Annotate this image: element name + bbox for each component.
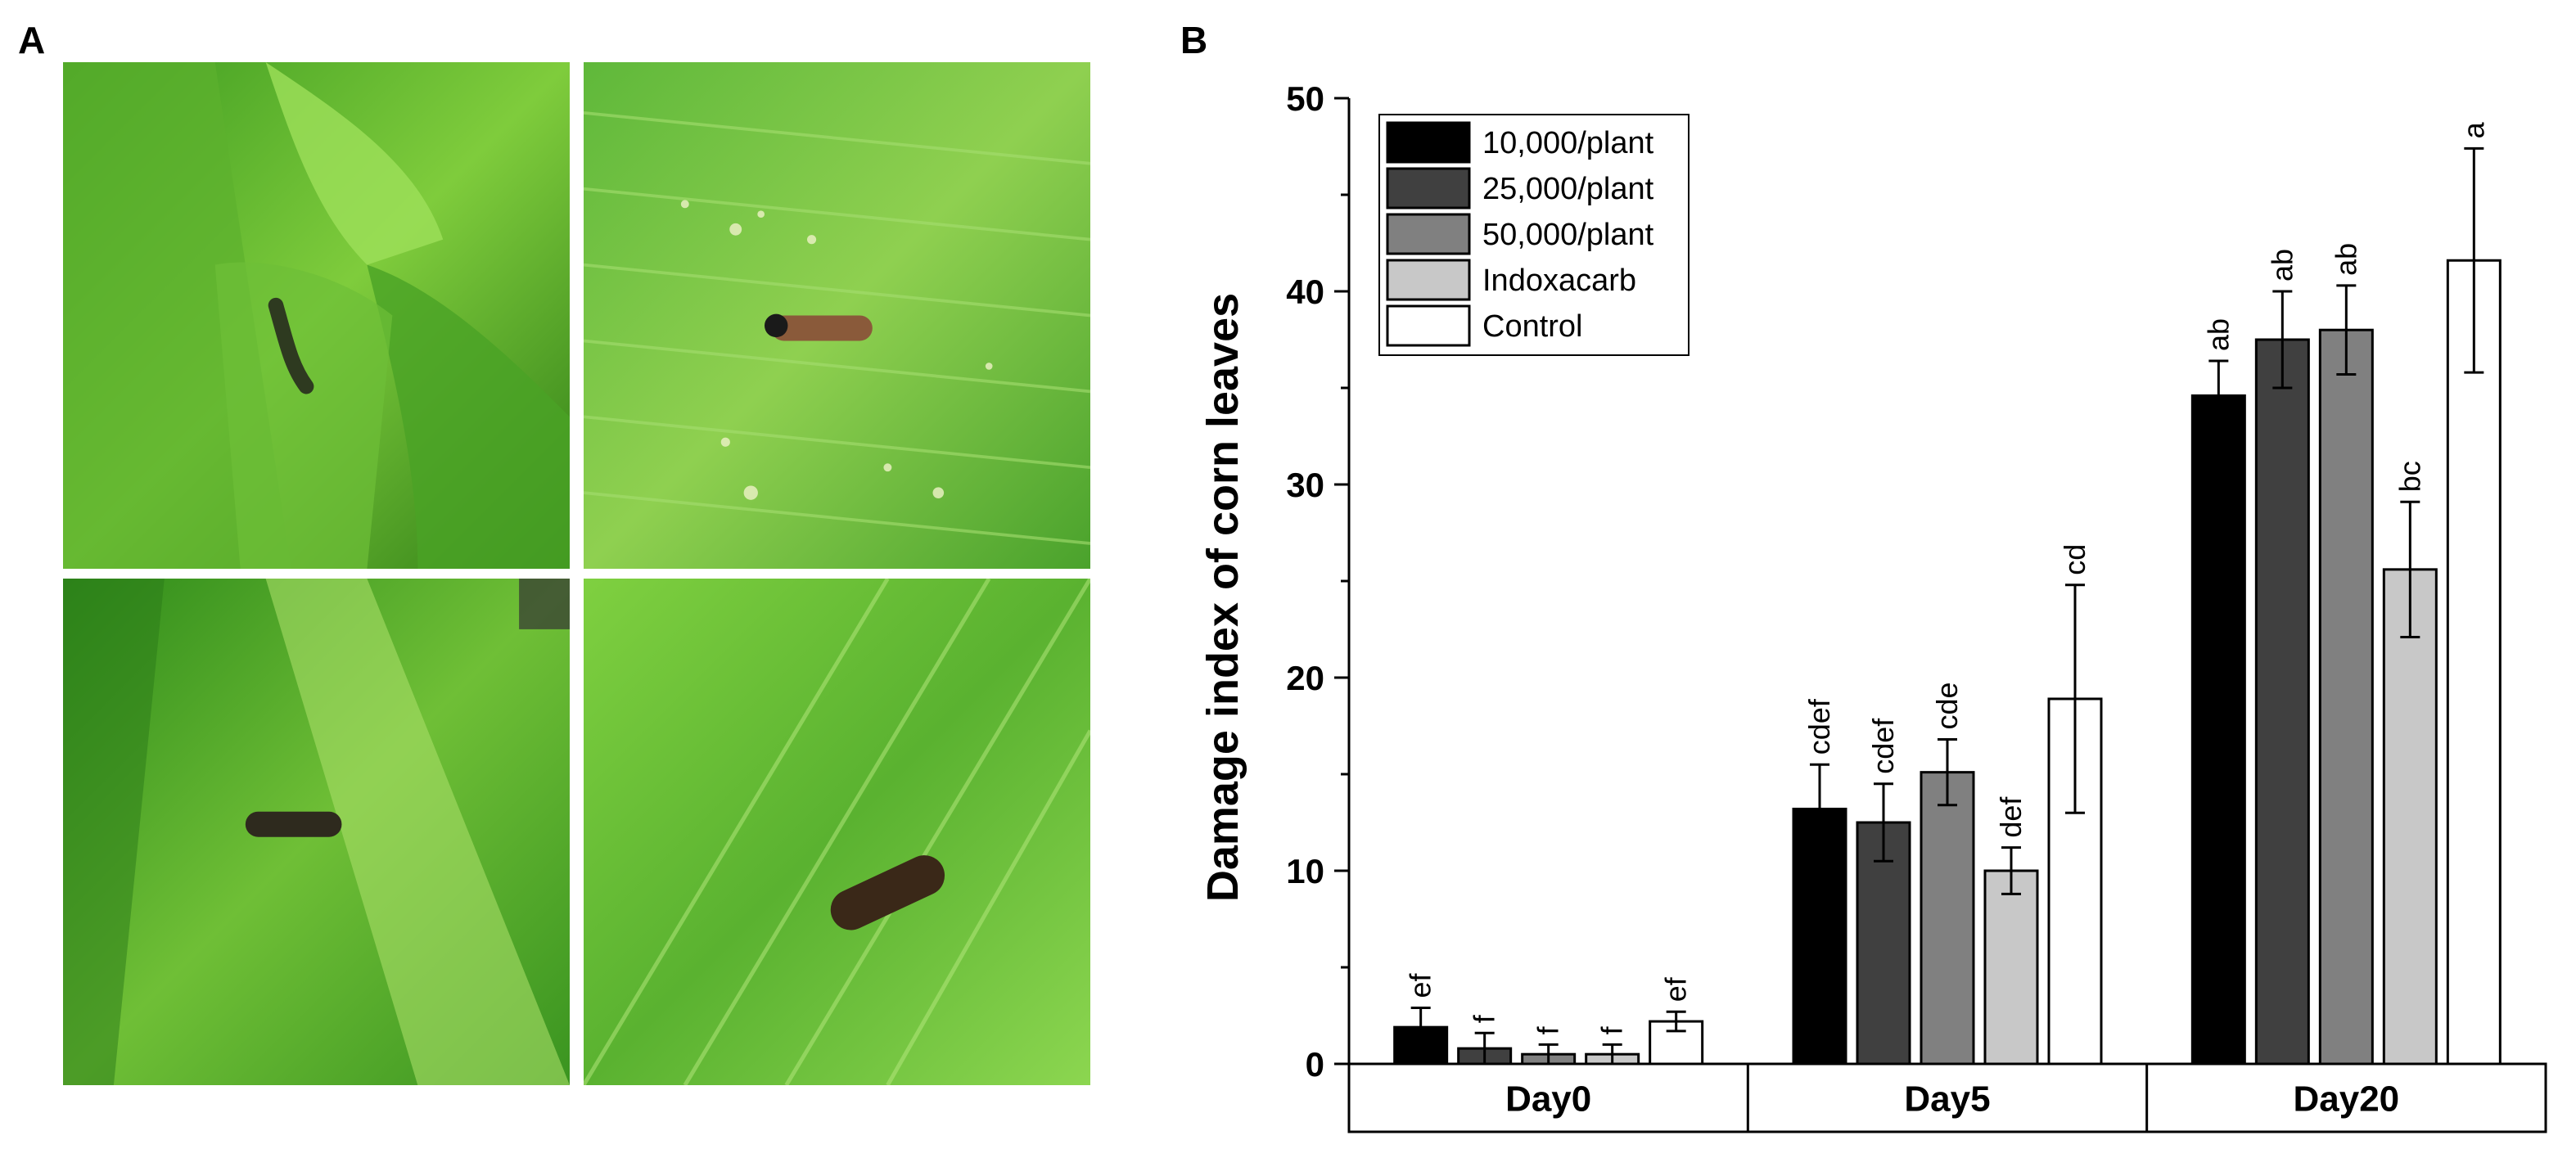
significance-letter: ab <box>2329 243 2362 276</box>
legend-swatch <box>1386 213 1471 255</box>
legend-label: Control <box>1482 309 1583 344</box>
damage-index-bar-chart: 0 10 20 30 40 50 Damage index of corn leaves Da… <box>1198 79 2547 1133</box>
significance-letter: cdef <box>1802 698 1836 755</box>
caterpillar-on-leaf-icon <box>584 62 1090 569</box>
legend-swatch <box>1386 121 1471 164</box>
photo-larva-on-leaf-with-frass <box>584 62 1090 569</box>
y-axis-label: Damage index of corn leaves <box>1198 293 1247 902</box>
significance-letter: cd <box>2058 544 2091 575</box>
bar <box>2318 328 2374 1066</box>
bar <box>2190 394 2246 1066</box>
significance-letter: f <box>1468 1014 1501 1023</box>
photo-larva-in-whorl <box>63 62 570 569</box>
legend-label: 25,000/plant <box>1482 172 1654 206</box>
panel-label-b: B <box>1180 19 1208 61</box>
bar <box>1983 869 2039 1066</box>
significance-letter: ef <box>1404 973 1437 998</box>
y-tick-label: 40 <box>1286 273 1324 311</box>
legend-swatch <box>1386 304 1471 347</box>
bar <box>1920 771 1975 1066</box>
significance-letter: ef <box>1659 976 1693 1002</box>
y-tick-label: 50 <box>1286 79 1324 118</box>
significance-letter: f <box>1595 1025 1629 1034</box>
caterpillar-on-corn-whorl-icon <box>63 62 570 569</box>
significance-letter: f <box>1532 1025 1565 1034</box>
category-label: Day20 <box>2293 1079 2399 1120</box>
significance-letter: cde <box>1930 682 1964 729</box>
legend-label: 50,000/plant <box>1482 218 1654 252</box>
bar <box>2446 259 2502 1066</box>
y-tick-label: 10 <box>1286 852 1324 890</box>
caterpillar-on-leaf-icon <box>584 579 1090 1085</box>
caterpillar-on-leaf-icon <box>63 579 570 1085</box>
y-tick-label: 0 <box>1306 1045 1324 1084</box>
significance-letter: ab <box>2265 249 2299 282</box>
significance-letter: ab <box>2201 318 2235 351</box>
y-tick-label: 30 <box>1286 466 1324 504</box>
photo-larva-on-leaf-midrib <box>63 579 570 1085</box>
legend-swatch <box>1386 167 1471 210</box>
photo-larva-on-leaf-close <box>584 579 1090 1085</box>
significance-letter: bc <box>2393 461 2426 492</box>
bar <box>1856 821 1911 1066</box>
legend-label: 10,000/plant <box>1482 126 1654 160</box>
panel-label-a: A <box>18 19 46 61</box>
significance-letter: def <box>1994 796 2028 838</box>
bar <box>2254 338 2310 1066</box>
y-tick-label: 20 <box>1286 659 1324 697</box>
category-label: Day5 <box>1904 1079 1990 1120</box>
bar <box>2382 568 2438 1066</box>
significance-letter: cdef <box>1866 718 1900 774</box>
significance-letter: a <box>2456 121 2490 138</box>
category-label: Day0 <box>1505 1079 1591 1120</box>
legend-label: Indoxacarb <box>1482 264 1636 298</box>
legend-swatch <box>1386 259 1471 301</box>
